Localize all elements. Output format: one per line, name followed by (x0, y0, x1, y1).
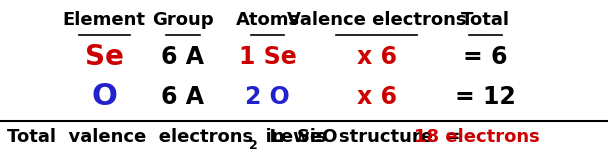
Text: Se: Se (85, 43, 123, 71)
Text: Total: Total (461, 11, 510, 29)
Text: Total  valence  electrons  in  SeO: Total valence electrons in SeO (7, 128, 338, 146)
Text: 18 electrons: 18 electrons (413, 128, 539, 146)
Text: Element: Element (63, 11, 146, 29)
Text: O: O (91, 82, 117, 111)
Text: Group: Group (152, 11, 214, 29)
Text: 6 A: 6 A (162, 45, 204, 69)
Text: 2: 2 (249, 139, 258, 152)
Text: x 6: x 6 (357, 85, 396, 108)
Text: = 6: = 6 (463, 45, 508, 69)
Text: Atoms: Atoms (236, 11, 300, 29)
Text: Valence electrons: Valence electrons (287, 11, 466, 29)
Text: 2 O: 2 O (245, 85, 290, 108)
Text: 1 Se: 1 Se (239, 45, 297, 69)
Text: x 6: x 6 (357, 45, 396, 69)
Text: = 12: = 12 (455, 85, 516, 108)
Text: 6 A: 6 A (162, 85, 204, 108)
Text: Lewis  structure  =: Lewis structure = (257, 128, 467, 146)
